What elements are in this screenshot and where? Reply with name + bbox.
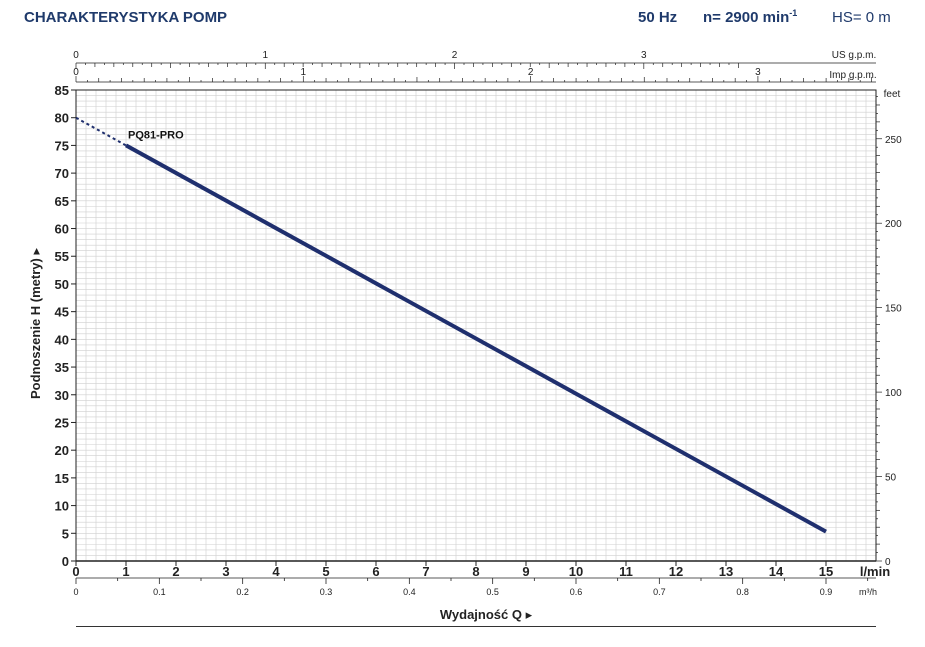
impgpm-tick-label: 1 [301,67,307,78]
x-tick-label: 9 [522,564,529,579]
impgpm-tick-label: 3 [755,67,761,78]
usgpm-tick-label: 1 [262,50,268,61]
impgpm-unit-label: Imp g.p.m. [829,70,876,81]
y-tick-label: 30 [55,388,69,403]
y-tick-label: 40 [55,332,69,347]
feet-tick-label: 50 [885,473,897,484]
footer-divider [76,626,876,627]
y-tick-label: 80 [55,111,69,126]
m3h-tick-label: 0.8 [736,587,749,597]
y-tick-label: 70 [55,166,69,181]
usgpm-unit-label: US g.p.m. [832,50,876,61]
y-tick-label: 60 [55,222,69,237]
y-tick-label: 20 [55,443,69,458]
x-tick-label: 15 [819,564,833,579]
x-tick-label: 1 [122,564,129,579]
usgpm-tick-label: 2 [452,50,458,61]
x-tick-label: 13 [719,564,733,579]
curve-label: PQ81-PRO [128,129,184,141]
feet-tick-label: 200 [885,219,902,230]
x-tick-label: 11 [619,564,633,579]
m3h-tick-label: 0.4 [403,587,416,597]
impgpm-tick-label: 0 [73,67,79,78]
y-tick-label: 55 [55,249,69,264]
x-tick-label: 12 [669,564,683,579]
x-tick-label: 10 [569,564,583,579]
x-tick-label: 3 [222,564,229,579]
m3h-tick-label: 0.2 [236,587,249,597]
feet-tick-label: 150 [885,304,902,315]
m3h-tick-label: 0.5 [486,587,499,597]
feet-tick-label: 250 [885,135,902,146]
impgpm-tick-label: 2 [528,67,534,78]
y-tick-label: 50 [55,277,69,292]
feet-tick-label: 100 [885,388,902,399]
m3h-tick-label: 0.9 [820,587,833,597]
y-tick-label: 65 [55,194,69,209]
feet-tick-label: 0 [885,557,891,568]
y-tick-label: 85 [55,83,69,98]
y-tick-label: 35 [55,360,69,375]
speed-exponent: -1 [789,8,798,18]
m3h-tick-label: 0.6 [570,587,583,597]
m3h-unit-label: m³/h [859,587,877,597]
y-tick-label: 25 [55,415,69,430]
y-tick-label: 15 [55,471,69,486]
feet-unit-label: feet [884,89,901,100]
y-tick-label: 45 [55,305,69,320]
chart-title: CHARAKTERYSTYKA POMP [24,9,228,26]
curve-solid-segment [125,143,827,534]
y-tick-label: 10 [55,499,69,514]
y-tick-label: 5 [62,526,69,541]
y-axis-label: Podnoszenie H (metry) ▸ [28,248,43,399]
x-axis-label: Wydajność Q ▸ [440,607,533,622]
x-tick-label: 8 [472,564,479,579]
x-unit-label: l/min [860,564,890,579]
m3h-tick-label: 0.7 [653,587,666,597]
y-tick-label: 75 [55,138,69,153]
y-tick-label: 0 [62,554,69,569]
x-tick-label: 2 [172,564,179,579]
frequency-label: 50 Hz [638,9,678,26]
m3h-tick-label: 0 [73,587,78,597]
speed-label: n= 2900 min-1 [703,8,798,31]
usgpm-tick-label: 3 [641,50,647,61]
x-tick-label: 6 [372,564,379,579]
hs-label: HS= 0 m [832,9,891,26]
x-tick-label: 5 [322,564,329,579]
x-tick-label: 4 [272,564,280,579]
m3h-tick-label: 0.1 [153,587,166,597]
x-tick-label: 0 [72,564,79,579]
speed-text: n= 2900 min [703,9,790,26]
m3h-tick-label: 0.3 [320,587,333,597]
x-tick-label: 7 [422,564,429,579]
x-tick-label: 14 [769,564,784,579]
usgpm-tick-label: 0 [73,50,79,61]
